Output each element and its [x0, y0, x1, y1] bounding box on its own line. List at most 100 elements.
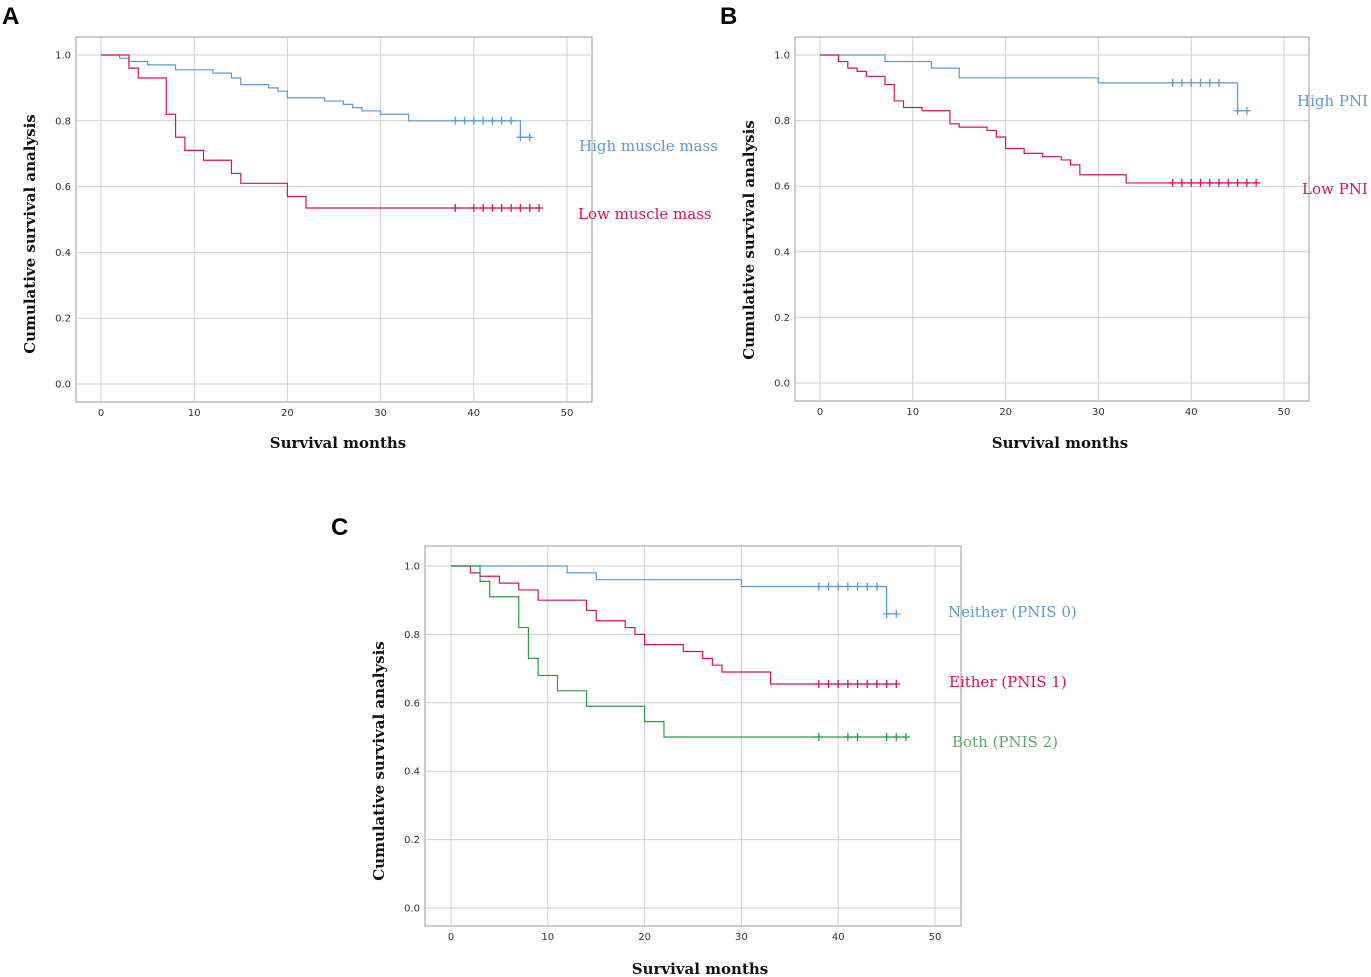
censor-mark-neither-pnis-0	[814, 582, 823, 591]
legend-label-high-muscle-mass: High muscle mass	[579, 137, 718, 155]
censor-mark-neither-pnis-0	[843, 582, 852, 591]
x-tick-label: 30	[735, 932, 748, 943]
censor-mark-low-pni	[1187, 178, 1196, 187]
x-axis-title-b: Survival months	[992, 434, 1128, 452]
x-tick-label: 0	[817, 407, 823, 418]
series-b	[820, 54, 1261, 187]
x-tick-label: 50	[929, 932, 942, 943]
censor-mark-both-pnis-2	[843, 733, 852, 741]
legend-label-low-pni: Low PNI	[1302, 180, 1368, 198]
legend-label-both-pnis-2: Both (PNIS 2)	[952, 733, 1058, 751]
series-line-neither-pnis-0	[451, 565, 897, 615]
y-tick-label: 0.8	[774, 116, 790, 127]
x-tick-label: 50	[1278, 407, 1291, 418]
panel-c: C 0 10 20 30 40 50 0.0 0.2 0.4 0.6 0.8 1…	[331, 514, 1077, 977]
censor-mark-low-pni	[1252, 178, 1261, 187]
censor-mark-either-pnis-1	[834, 679, 843, 688]
censor-mark-neither-pnis-0	[824, 582, 833, 591]
censor-mark-high-pni	[1187, 78, 1196, 87]
censor-mark-high-muscle-mass	[469, 116, 478, 125]
censor-mark-low-muscle-mass	[497, 203, 506, 212]
censor-mark-either-pnis-1	[843, 679, 852, 688]
legend-label-either-pnis-1: Either (PNIS 1)	[949, 673, 1067, 691]
x-tick-label: 20	[638, 932, 651, 943]
grid-a	[76, 37, 592, 402]
y-axis-title-b: Cumulative survival analysis	[740, 120, 758, 360]
x-tick-label: 10	[906, 407, 919, 418]
censor-mark-low-muscle-mass	[516, 203, 525, 212]
censor-mark-high-pni	[1177, 78, 1186, 87]
censor-mark-low-muscle-mass	[507, 203, 516, 212]
x-tick-label: 20	[281, 408, 294, 419]
censor-mark-neither-pnis-0	[834, 582, 843, 591]
y-tick-label: 0.2	[774, 313, 790, 324]
x-tick-label: 10	[541, 932, 554, 943]
censor-mark-either-pnis-1	[882, 679, 891, 688]
panel-letter-b: B	[720, 3, 737, 30]
series-line-high-pni	[820, 54, 1247, 112]
y-ticks-b: 0.0 0.2 0.4 0.6 0.8 1.0	[774, 51, 790, 390]
y-tick-label: 0.0	[404, 904, 420, 915]
x-ticks-a: 0 10 20 30 40 50	[98, 408, 574, 419]
panel-b: B 0 10 20 30 40 50 0.0 0.2 0.4 0.6 0.8 1…	[720, 3, 1368, 452]
censor-mark-low-pni	[1242, 178, 1251, 187]
censor-mark-low-muscle-mass	[535, 203, 544, 212]
series-line-low-pni	[820, 54, 1257, 184]
censor-mark-high-pni	[1215, 78, 1224, 87]
censor-mark-both-pnis-2	[814, 733, 823, 741]
censor-mark-high-muscle-mass	[488, 116, 497, 125]
grid-c	[425, 546, 961, 926]
plot-frame-b	[794, 36, 1310, 402]
censor-mark-low-muscle-mass	[488, 203, 497, 212]
series-line-low-muscle-mass	[101, 54, 540, 209]
censor-mark-high-muscle-mass	[497, 116, 506, 125]
x-axis-title-a: Survival months	[270, 434, 406, 452]
x-tick-label: 40	[467, 408, 480, 419]
y-tick-label: 0.2	[55, 314, 71, 325]
y-tick-label: 0.6	[404, 698, 420, 709]
legend-label-low-muscle-mass: Low muscle mass	[578, 205, 712, 223]
y-tick-label: 0.0	[774, 379, 790, 390]
y-tick-label: 0.2	[404, 835, 420, 846]
censor-mark-neither-pnis-0	[863, 582, 872, 591]
y-tick-label: 0.4	[774, 247, 790, 258]
censor-mark-either-pnis-1	[892, 679, 901, 688]
panel-letter-c: C	[331, 514, 348, 541]
censor-mark-high-muscle-mass	[479, 116, 488, 125]
x-tick-label: 30	[1092, 407, 1105, 418]
x-tick-label: 40	[832, 932, 845, 943]
y-tick-label: 1.0	[774, 51, 790, 62]
x-tick-label: 50	[561, 408, 574, 419]
censor-mark-low-muscle-mass	[451, 203, 460, 212]
censor-mark-both-pnis-2	[901, 733, 910, 741]
series-c	[451, 565, 910, 741]
censor-mark-low-pni	[1224, 178, 1233, 187]
x-tick-label: 10	[188, 408, 201, 419]
censor-mark-high-pni	[1196, 78, 1205, 87]
censor-mark-either-pnis-1	[824, 679, 833, 688]
censor-mark-high-muscle-mass	[516, 133, 525, 142]
censor-mark-high-pni	[1242, 106, 1251, 115]
y-tick-label: 0.8	[404, 630, 420, 641]
y-tick-label: 0.6	[774, 182, 790, 193]
censor-mark-neither-pnis-0	[872, 582, 881, 591]
grid-b	[795, 37, 1309, 401]
series-a	[101, 54, 544, 212]
y-tick-label: 0.4	[55, 248, 71, 259]
legend-label-high-pni: High PNI	[1297, 92, 1368, 110]
y-axis-title-c: Cumulative survival analysis	[370, 641, 388, 881]
censor-mark-both-pnis-2	[892, 733, 901, 741]
x-tick-label: 0	[448, 932, 454, 943]
series-line-either-pnis-1	[451, 565, 897, 685]
y-ticks-c: 0.0 0.2 0.4 0.6 0.8 1.0	[404, 562, 420, 915]
y-tick-label: 0.0	[55, 380, 71, 391]
censor-mark-either-pnis-1	[863, 679, 872, 688]
censor-mark-high-muscle-mass	[525, 133, 534, 142]
censor-mark-neither-pnis-0	[882, 609, 891, 618]
censor-mark-low-pni	[1177, 178, 1186, 187]
y-axis-title-a: Cumulative survival analysis	[21, 114, 39, 354]
censor-mark-high-pni	[1168, 78, 1177, 87]
censor-mark-low-muscle-mass	[469, 203, 478, 212]
x-ticks-c: 0 10 20 30 40 50	[448, 932, 942, 943]
y-tick-label: 0.8	[55, 116, 71, 127]
